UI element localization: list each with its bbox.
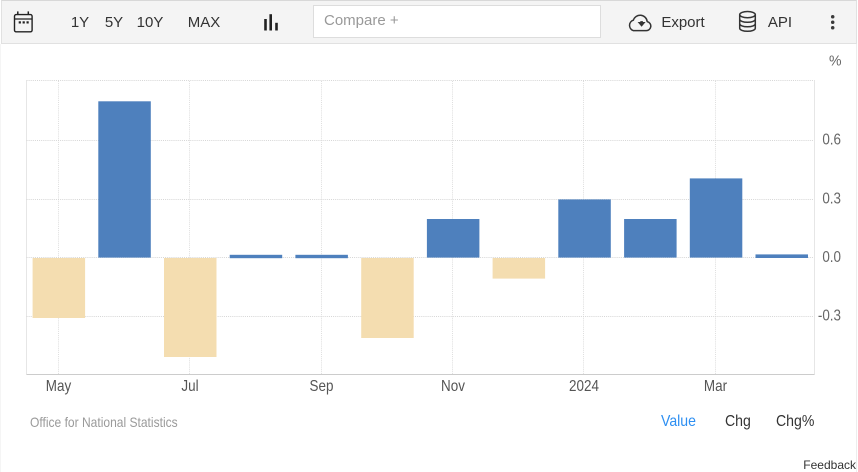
- svg-text:0.0: 0.0: [822, 249, 841, 266]
- svg-text:Sep: Sep: [310, 378, 334, 395]
- svg-text:0.6: 0.6: [822, 132, 841, 149]
- svg-text:Mar: Mar: [704, 378, 727, 395]
- svg-text:0.3: 0.3: [822, 191, 841, 208]
- svg-text:Nov: Nov: [441, 378, 465, 395]
- svg-text:May: May: [46, 378, 72, 395]
- svg-text:-0.3: -0.3: [818, 308, 841, 325]
- svg-text:%: %: [829, 53, 842, 69]
- svg-text:2024: 2024: [569, 378, 599, 395]
- svg-text:Jul: Jul: [181, 378, 198, 395]
